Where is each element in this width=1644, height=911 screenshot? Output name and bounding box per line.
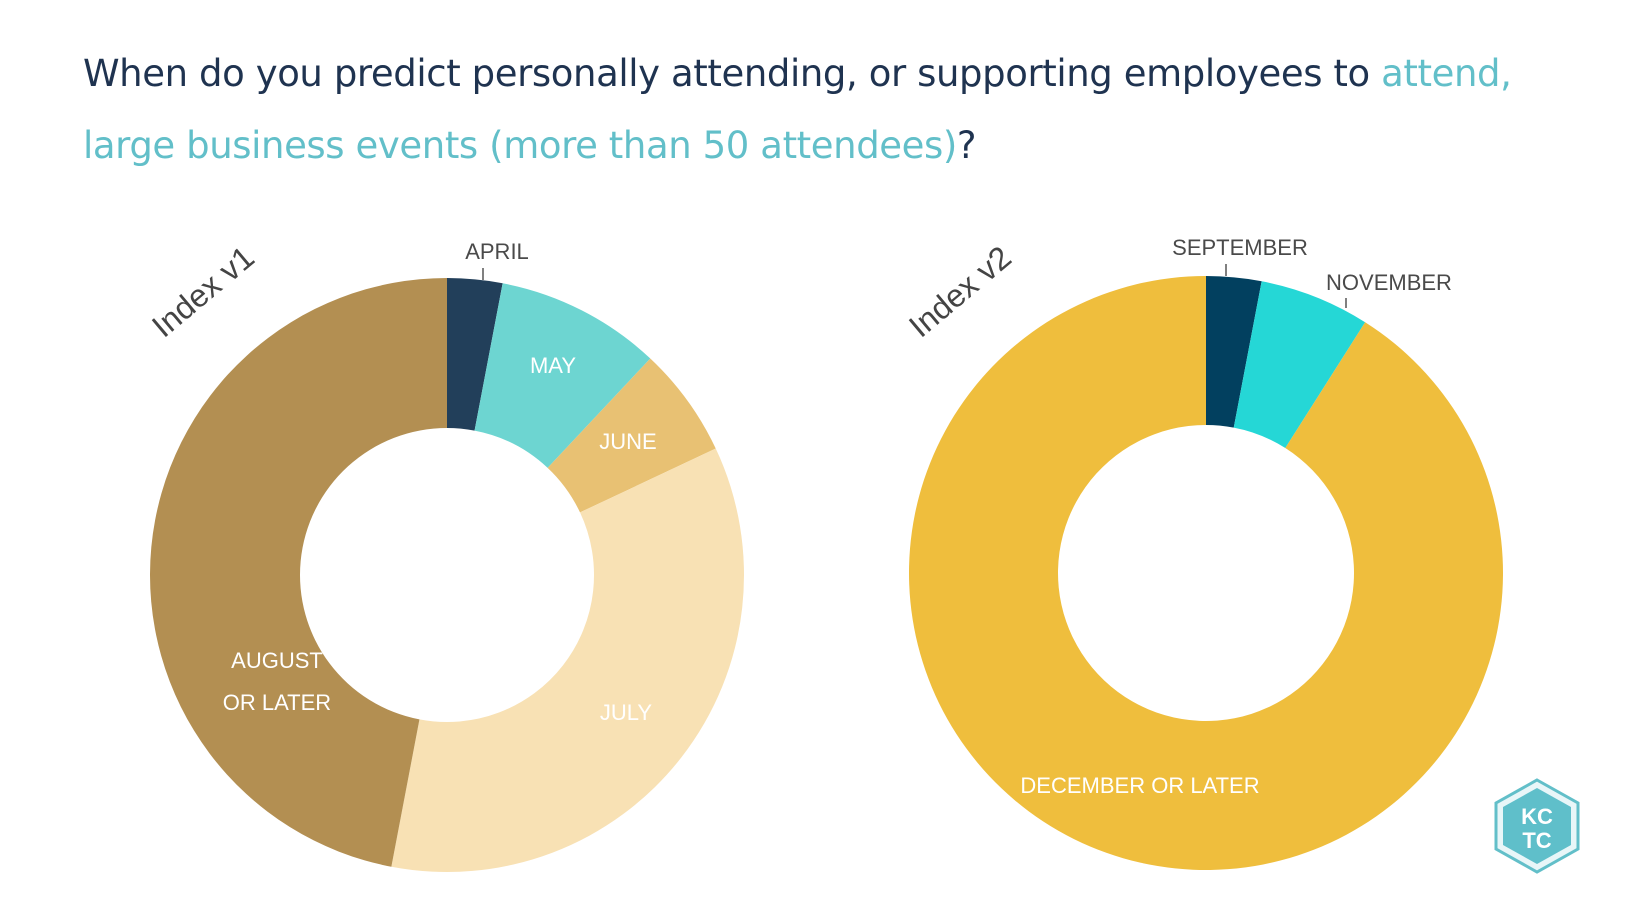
title-part2: ? [956,124,977,167]
slice-april [447,278,503,431]
slice-september [1206,276,1262,428]
donut-chart-1: APRIL MAY JUNE JULY AUGUST OR LATER Index v1 [145,239,744,872]
slice-label-june: JUNE [599,429,656,454]
logo-line1: KC [1521,804,1553,829]
slice-label-may: MAY [530,353,576,378]
slice-label-december-or-later: DECEMBER OR LATER [1020,773,1259,798]
donut-chart-2: SEPTEMBER NOVEMBER DECEMBER OR LATER Index … [902,235,1503,871]
slice-label-august-or-later-line2: OR LATER [223,690,331,715]
slice-label-august-or-later-line1: AUGUST [231,648,323,673]
slice-label-september: SEPTEMBER [1172,235,1308,260]
page-title: When do you predict personally attending… [83,38,1583,182]
title-part1: When do you predict personally attending… [83,52,1382,95]
logo-line2: TC [1522,828,1551,853]
chart-title-1: Index v1 [145,239,261,344]
slice-june [547,358,716,513]
slice-july [391,448,744,872]
slice-august-or-later [149,278,447,867]
slice-december-or-later [908,276,1503,871]
slice-label-november: NOVEMBER [1326,270,1452,295]
slice-label-april: APRIL [465,239,529,264]
title-highlight: attend, large business events (more than… [83,52,1512,167]
chart-title-2: Index v2 [902,239,1018,344]
slice-november [1233,281,1366,449]
kctc-logo: KC TC [1494,778,1580,874]
slice-may [474,283,651,468]
slice-label-july: JULY [600,700,652,725]
